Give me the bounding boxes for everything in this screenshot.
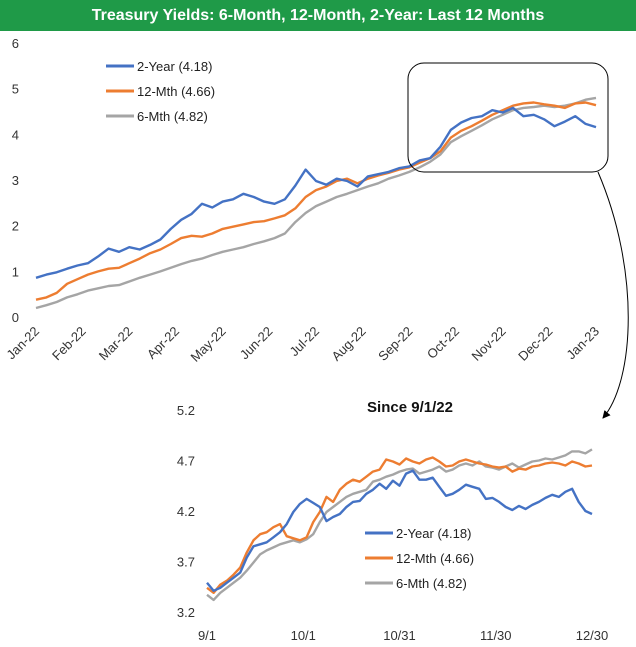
y-tick-label: 1	[12, 264, 19, 279]
x-tick-label: Mar-22	[96, 324, 136, 364]
series-line-1	[35, 101, 597, 301]
zoom-highlight-box	[407, 62, 609, 173]
x-tick-label: 10/31	[383, 628, 416, 643]
zoom-arrow	[597, 171, 629, 419]
x-tick-label: May-22	[188, 324, 229, 365]
legend-label: 2-Year (4.18)	[137, 59, 212, 74]
inset-chart: 3.2 3.7 4.2 4.7 5.2 9/1 10/1 10/31 11/30 12/30 2-Y…	[177, 399, 608, 643]
y-tick-label: 3.7	[177, 555, 195, 570]
y-tick-label: 2	[12, 219, 19, 234]
x-tick-label: Jan-23	[563, 324, 602, 363]
x-tick-label: Dec-22	[515, 324, 555, 364]
y-tick-label: 3	[12, 173, 19, 188]
x-tick-label: 12/30	[576, 628, 609, 643]
series-line-2	[206, 448, 593, 602]
x-tick-label: Sep-22	[375, 324, 415, 364]
y-tick-label: 5	[12, 82, 19, 97]
x-tick-label: Jul-22	[286, 324, 322, 360]
inset-title: Since 9/1/22	[367, 399, 453, 416]
x-tick-label: Oct-22	[424, 324, 462, 362]
y-tick-label: 0	[12, 310, 19, 325]
y-tick-label: 5.2	[177, 403, 195, 418]
legend-label: 6-Mth (4.82)	[137, 109, 208, 124]
legend-label: 12-Mth (4.66)	[396, 551, 474, 566]
y-tick-label: 4.7	[177, 454, 195, 469]
x-tick-label: 10/1	[291, 628, 316, 643]
x-tick-label: Jan-22	[3, 324, 42, 363]
x-tick-label: 9/1	[198, 628, 216, 643]
y-tick-label: 4	[12, 127, 19, 142]
x-tick-label: Nov-22	[469, 324, 509, 364]
x-tick-label: Aug-22	[329, 324, 369, 364]
x-tick-label: Apr-22	[144, 324, 182, 362]
series-line-2	[35, 96, 597, 310]
series-line-0	[35, 106, 597, 279]
legend-label: 2-Year (4.18)	[396, 526, 471, 541]
series-line-0	[206, 469, 593, 592]
x-tick-label: 11/30	[480, 628, 512, 643]
chart-title: Treasury Yields: 6-Month, 12-Month, 2-Ye…	[0, 0, 636, 31]
y-tick-label: 4.2	[177, 504, 195, 519]
x-tick-label: Jun-22	[237, 324, 276, 363]
y-tick-label: 6	[12, 36, 19, 51]
main-chart: 0 1 2 3 4 5 6 Jan-22 Feb-22 Mar-22 Apr-22 May-22 Jun…	[3, 36, 602, 365]
legend-label: 12-Mth (4.66)	[137, 84, 215, 99]
x-tick-label: Feb-22	[49, 324, 89, 364]
series-line-1	[206, 456, 593, 594]
legend-label: 6-Mth (4.82)	[396, 576, 467, 591]
y-tick-label: 3.2	[177, 605, 195, 620]
